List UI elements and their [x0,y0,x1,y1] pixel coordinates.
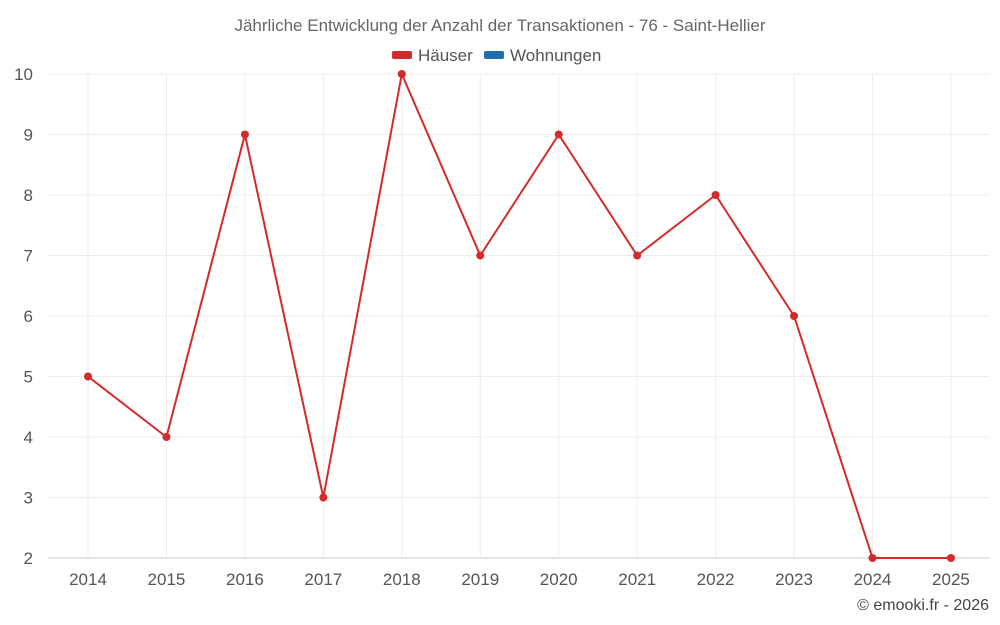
x-tick-label: 2017 [304,570,342,589]
legend-label-wohnungen: Wohnungen [510,46,601,65]
data-point[interactable] [633,251,642,260]
chart-title: Jährliche Entwicklung der Anzahl der Tra… [234,16,765,35]
y-tick-label: 7 [24,247,33,266]
x-tick-label: 2025 [932,570,970,589]
y-tick-label: 8 [24,186,33,205]
y-tick-label: 6 [24,307,33,326]
y-tick-label: 2 [24,549,33,568]
x-tick-label: 2024 [854,570,892,589]
data-point[interactable] [319,493,328,502]
x-tick-label: 2023 [775,570,813,589]
series-line-0 [87,73,951,559]
x-tick-label: 2021 [618,570,656,589]
data-point[interactable] [476,251,485,260]
legend: Häuser Wohnungen [392,46,601,65]
x-tick-label: 2019 [461,570,499,589]
data-point[interactable] [711,191,720,199]
y-tick-label: 9 [24,126,33,145]
x-tick-label: 2020 [540,570,578,589]
legend-swatch-wohnungen [484,51,504,59]
y-axis-tick-labels: 2 3 4 5 6 7 8 9 10 [14,65,33,568]
y-tick-label: 4 [24,428,33,447]
credit-text: © emooki.fr - 2026 [857,597,989,614]
x-tick-label: 2016 [226,570,264,589]
data-point[interactable] [240,130,249,139]
data-point[interactable] [397,70,406,78]
x-tick-label: 2014 [69,570,107,589]
data-point[interactable] [868,554,877,562]
series-layer [84,70,955,562]
y-tick-label: 10 [14,65,33,84]
legend-item-wohnungen[interactable]: Wohnungen [484,46,601,65]
y-gridlines [48,73,990,498]
data-point[interactable] [554,130,563,139]
data-point[interactable] [84,372,92,381]
y-tick-label: 5 [24,368,33,387]
legend-swatch-haeuser [392,51,412,59]
data-point[interactable] [946,554,955,562]
legend-item-haeuser[interactable]: Häuser [392,46,473,65]
x-axis-tick-labels: 2014 2015 2016 2017 2018 2019 2020 2021 2022 2023… [69,570,970,589]
x-tick-label: 2015 [148,570,186,589]
x-tick-label: 2018 [383,570,421,589]
legend-label-haeuser: Häuser [418,46,473,65]
y-tick-label: 3 [24,489,33,508]
data-point[interactable] [162,433,171,441]
x-tick-label: 2022 [697,570,735,589]
data-point[interactable] [790,312,799,320]
